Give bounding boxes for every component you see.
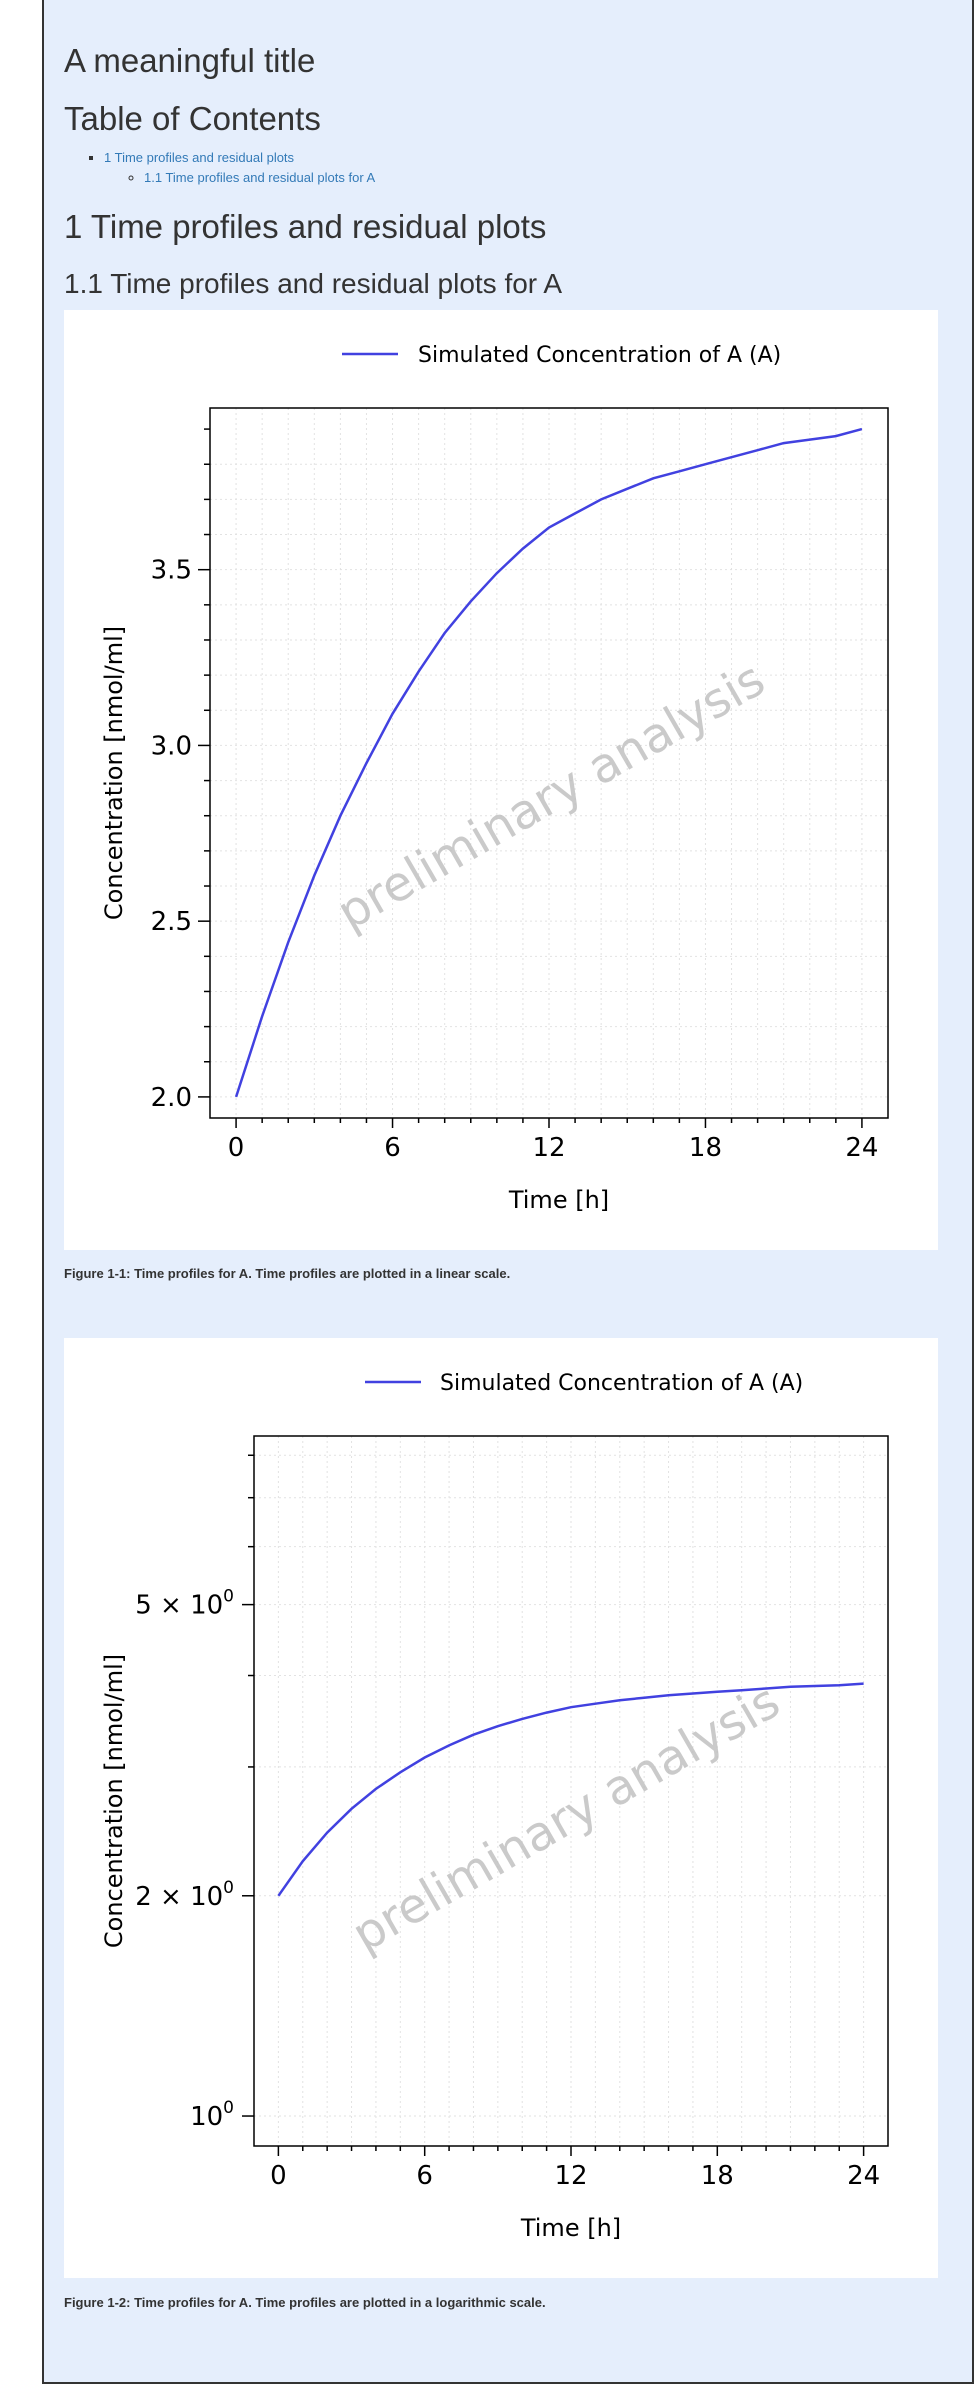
y-tick-exponent: 0 xyxy=(223,1587,234,1607)
toc-item: 1.1 Time profiles and residual plots for… xyxy=(144,168,375,188)
y-tick-label: 3.5 xyxy=(151,556,192,586)
x-axis-label: Time [h] xyxy=(520,2214,621,2242)
x-tick-label: 6 xyxy=(416,2161,433,2191)
y-tick-label: 5 × 100 xyxy=(135,1587,234,1621)
document-title: A meaningful title xyxy=(64,42,316,79)
x-tick-label: 24 xyxy=(847,2161,880,2191)
y-tick-mantissa: 2 × xyxy=(135,1882,190,1912)
x-axis-label: Time [h] xyxy=(508,1186,609,1214)
y-tick-mantissa: 5 × xyxy=(135,1591,190,1621)
y-tick-base-ten: 10 xyxy=(190,1882,223,1912)
y-tick-label: 3.0 xyxy=(151,731,192,761)
x-tick-label: 18 xyxy=(701,2161,734,2191)
toc-link-section-1[interactable]: 1 Time profiles and residual plots xyxy=(104,150,295,165)
watermark-text: preliminary analysis xyxy=(328,651,774,941)
figure-1-caption: Figure 1-1: Time profiles for A. Time pr… xyxy=(64,1266,511,1281)
subsection-title: 1.1 Time profiles and residual plots for… xyxy=(64,268,563,299)
figure-1-panel: 0 6 12 18 24 2.0 2.5 3.0 3.5 Time [h] Concentratio… xyxy=(64,310,938,1250)
toc-heading: Table of Contents xyxy=(64,100,321,137)
x-tick-label: 12 xyxy=(554,2161,587,2191)
figure-2-panel: 0 6 12 18 24 100 2 × 100 5 × 100 Time [h] Concent… xyxy=(64,1338,938,2278)
x-tick-label: 18 xyxy=(689,1133,722,1163)
y-tick-label: 2.0 xyxy=(151,1083,192,1113)
y-tick-base-ten: 10 xyxy=(190,1591,223,1621)
y-axis-label: Concentration [nmol/ml] xyxy=(100,1654,128,1948)
y-tick-label: 2 × 100 xyxy=(135,1878,234,1912)
table-of-contents: 1 Time profiles and residual plots 1.1 T… xyxy=(64,148,375,188)
y-axis-label: Concentration [nmol/ml] xyxy=(100,626,128,920)
legend-label: Simulated Concentration of A (A) xyxy=(418,343,781,368)
y-tick-base-ten: 10 xyxy=(190,2102,223,2132)
y-tick-label: 2.5 xyxy=(151,907,192,937)
document-page: A meaningful title Table of Contents 1 T… xyxy=(42,0,974,2384)
y-tick-exponent: 0 xyxy=(223,1878,234,1898)
figure-2-caption: Figure 1-2: Time profiles for A. Time pr… xyxy=(64,2295,546,2310)
x-tick-label: 12 xyxy=(532,1133,565,1163)
legend-label: Simulated Concentration of A (A) xyxy=(440,1371,803,1396)
series-line-0 xyxy=(234,427,863,1098)
figure-1-chart: 0 6 12 18 24 2.0 2.5 3.0 3.5 Time [h] Concentratio… xyxy=(100,343,889,1214)
toc-link-section-1-1[interactable]: 1.1 Time profiles and residual plots for… xyxy=(144,170,376,185)
y-tick-label: 100 xyxy=(190,2098,234,2132)
series-line-0 xyxy=(277,1682,864,1897)
toc-item: 1 Time profiles and residual plots 1.1 T… xyxy=(104,148,375,188)
y-tick-exponent: 0 xyxy=(223,2098,234,2118)
x-tick-label: 24 xyxy=(845,1133,878,1163)
section-title: 1 Time profiles and residual plots xyxy=(64,208,547,245)
x-tick-label: 0 xyxy=(228,1133,245,1163)
x-tick-label: 0 xyxy=(270,2161,287,2191)
watermark-text: preliminary analysis xyxy=(343,1673,789,1963)
x-tick-label: 6 xyxy=(384,1133,401,1163)
